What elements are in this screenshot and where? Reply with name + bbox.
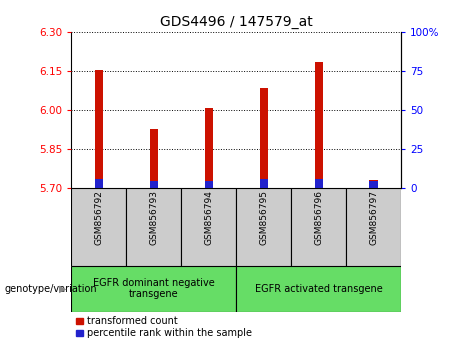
Text: GSM856796: GSM856796	[314, 190, 323, 245]
Text: GSM856793: GSM856793	[149, 190, 159, 245]
Text: genotype/variation: genotype/variation	[5, 284, 97, 293]
Bar	[95, 178, 103, 188]
Text: GSM856792: GSM856792	[95, 190, 103, 245]
Text: GSM856795: GSM856795	[259, 190, 268, 245]
Bar	[236, 266, 401, 312]
Bar	[314, 62, 323, 188]
Bar	[260, 88, 268, 188]
Bar	[150, 129, 158, 188]
Text: EGFR activated transgene: EGFR activated transgene	[255, 284, 383, 293]
Text: GSM856794: GSM856794	[204, 190, 213, 245]
Title: GDS4496 / 147579_at: GDS4496 / 147579_at	[160, 16, 313, 29]
Bar	[205, 108, 213, 188]
Bar	[181, 188, 236, 266]
Bar	[71, 266, 236, 312]
Bar	[126, 188, 181, 266]
Text: EGFR dominant negative
transgene: EGFR dominant negative transgene	[93, 278, 215, 299]
Bar	[205, 181, 213, 188]
Bar	[95, 69, 103, 188]
Bar	[236, 188, 291, 266]
Bar	[260, 178, 268, 188]
Bar	[369, 181, 378, 188]
Bar	[71, 188, 126, 266]
Bar	[291, 188, 346, 266]
Bar	[314, 178, 323, 188]
Bar	[369, 180, 378, 188]
Bar	[346, 188, 401, 266]
Text: GSM856797: GSM856797	[369, 190, 378, 245]
Bar	[150, 181, 158, 188]
Text: ▶: ▶	[59, 284, 67, 293]
Legend: transformed count, percentile rank within the sample: transformed count, percentile rank withi…	[77, 316, 252, 338]
